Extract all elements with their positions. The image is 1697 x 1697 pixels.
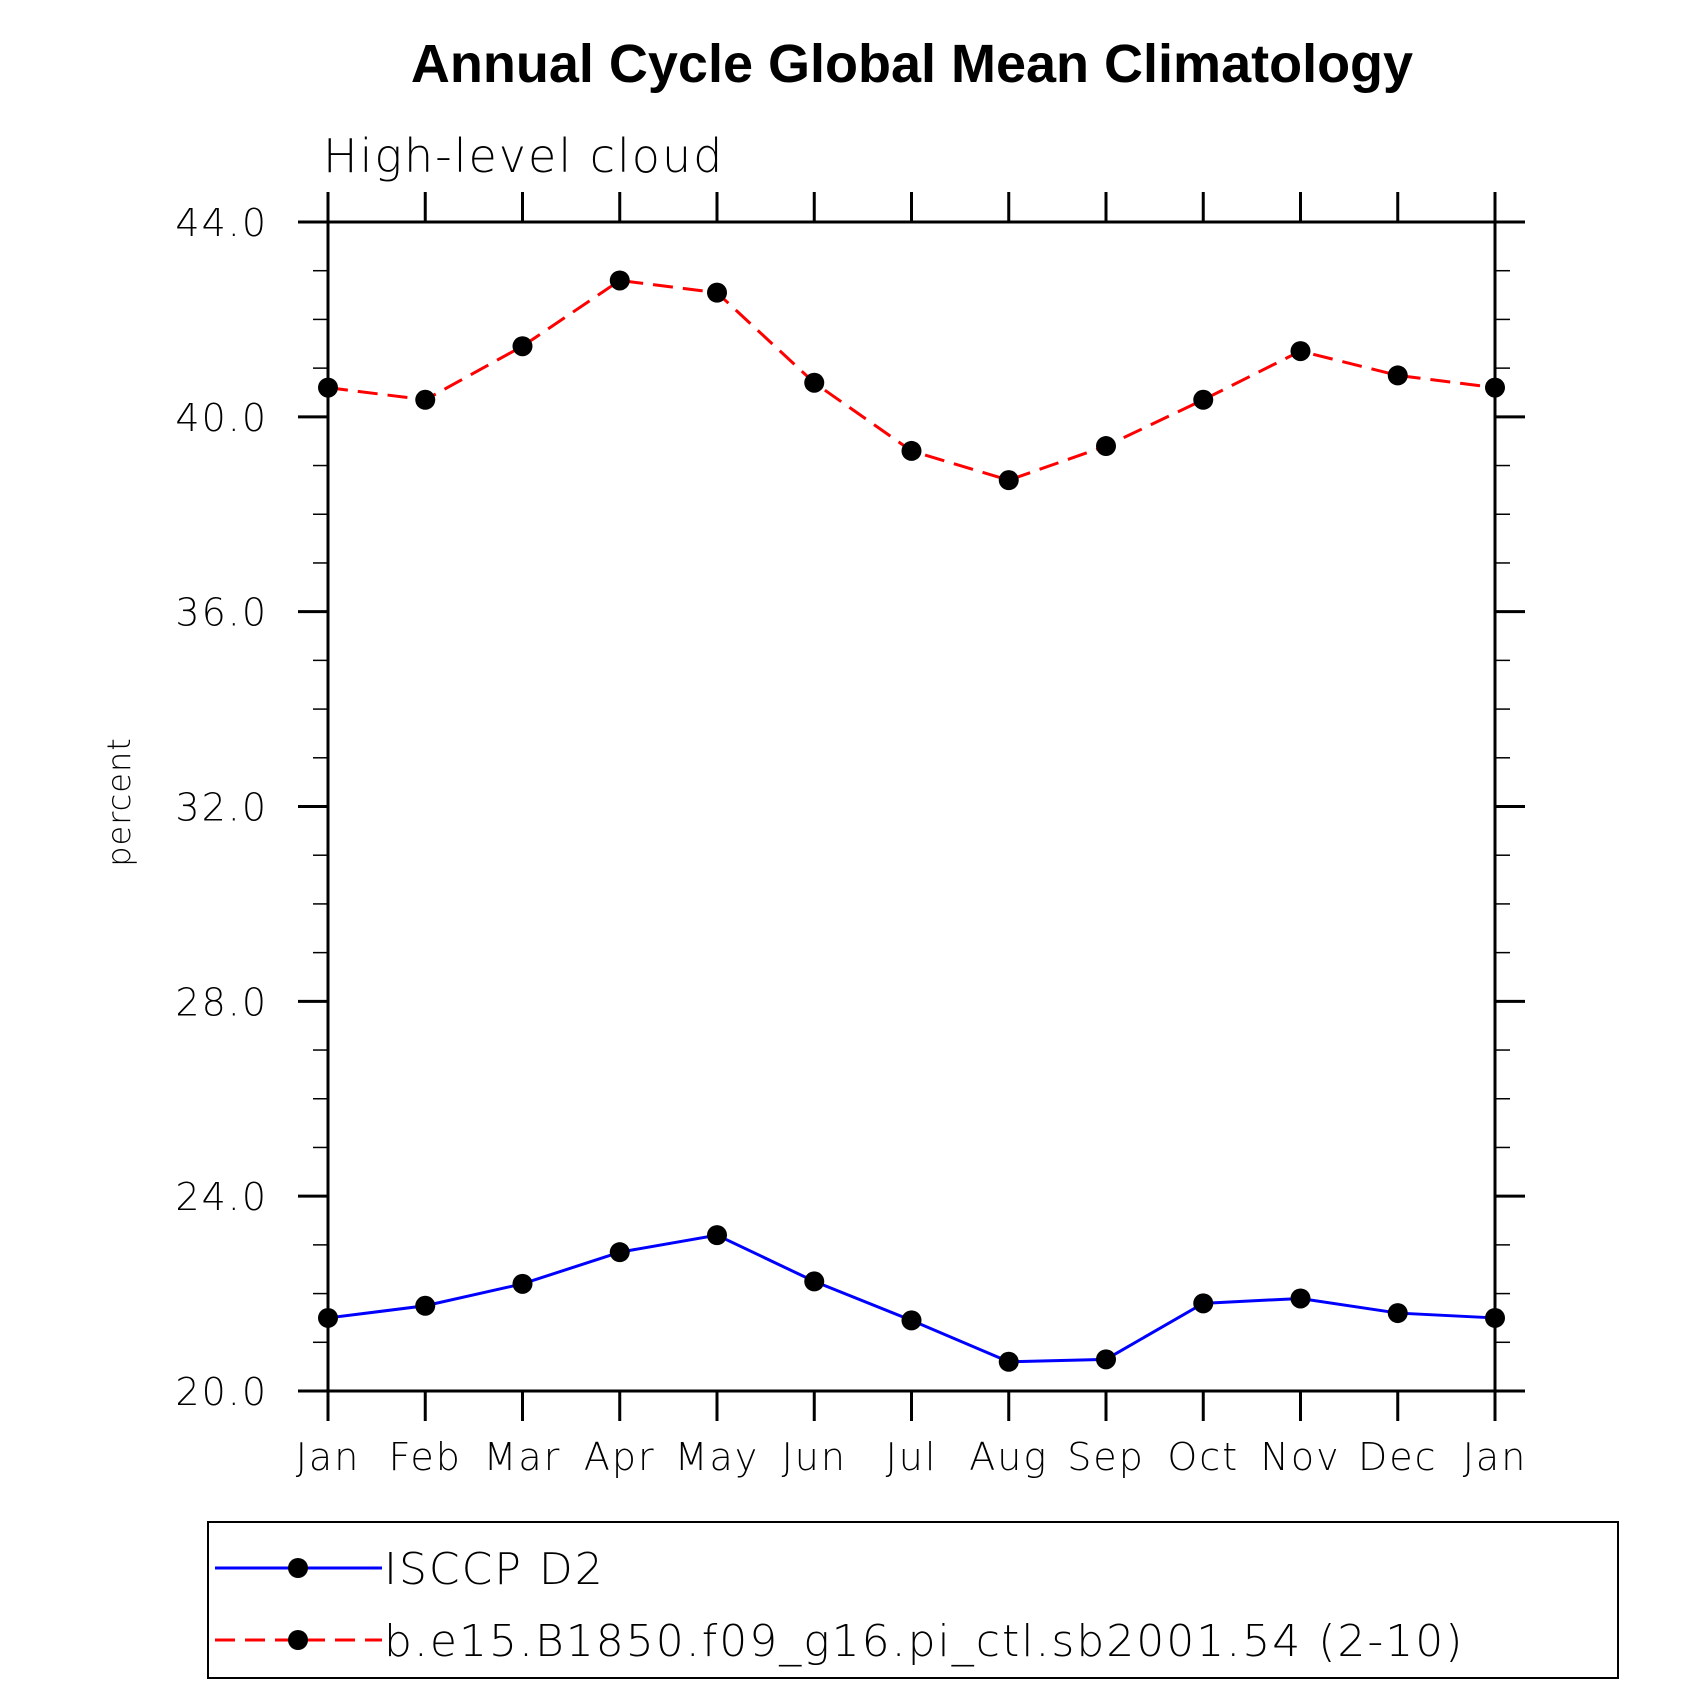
legend-swatch-marker-1: [288, 1630, 308, 1650]
y-tick-label: 36.0: [175, 591, 268, 635]
y-tick-label: 32.0: [175, 786, 268, 830]
data-point-series-0: [512, 1273, 533, 1294]
data-point-series-1: [707, 282, 727, 303]
legend: ISCCP D2 b.e15.B1850.f09_g16.pi_ctl.sb20…: [207, 1521, 1619, 1679]
x-tick-label: Feb: [389, 1435, 462, 1479]
data-point-series-0: [901, 1310, 922, 1331]
x-tick-label: Dec: [1358, 1435, 1438, 1479]
data-point-series-1: [1485, 377, 1505, 398]
data-point-series-1: [609, 270, 630, 291]
x-tick-label: Sep: [1067, 1435, 1145, 1479]
data-point-series-0: [1387, 1303, 1408, 1324]
y-axis-label: percent: [100, 737, 138, 867]
data-point-series-0: [804, 1271, 825, 1292]
data-point-series-0: [707, 1225, 727, 1246]
y-tick-label: 24.0: [175, 1175, 268, 1219]
y-tick-label: 44.0: [175, 201, 268, 245]
x-tick-label: May: [675, 1435, 760, 1479]
x-tick-label: Aug: [969, 1435, 1048, 1479]
data-point-series-0: [1290, 1288, 1311, 1309]
y-tick-label: 40.0: [175, 396, 268, 440]
x-tick-label: Jan: [296, 1435, 361, 1479]
x-tick-label: Nov: [1260, 1435, 1340, 1479]
y-tick-labels: 20.0 24.0 28.0 32.0 36.0 40.0 44.0: [175, 201, 268, 1414]
data-point-series-0: [1193, 1293, 1214, 1314]
data-point-series-1: [318, 377, 338, 398]
data-point-series-1: [415, 389, 436, 410]
chart-title: Annual Cycle Global Mean Climatology: [411, 34, 1413, 94]
legend-label-1: b.e15.B1850.f09_g16.pi_ctl.sb2001.54 (2-…: [384, 1616, 1464, 1667]
x-tick-label: Jul: [886, 1435, 938, 1479]
data-point-series-1: [1096, 436, 1116, 457]
data-point-series-1: [1387, 365, 1408, 386]
data-point-series-0: [609, 1242, 630, 1263]
y-tick-label: 28.0: [175, 980, 268, 1024]
data-point-series-0: [1096, 1349, 1116, 1370]
series-line-0: [327, 1233, 1496, 1364]
data-point-series-0: [318, 1307, 338, 1328]
x-tick-label: Oct: [1167, 1435, 1239, 1479]
chart-subtitle: High-level cloud: [323, 129, 724, 183]
legend-swatch-marker-0: [288, 1558, 308, 1578]
legend-box: [207, 1521, 1619, 1679]
x-tick-labels: Jan Feb Mar Apr May Jun Jul Aug Sep Oct Nov Dec Jan: [296, 1435, 1528, 1479]
data-point-series-0: [415, 1295, 436, 1316]
plot-area-frame: [326, 220, 1497, 1393]
data-point-series-0: [1485, 1307, 1505, 1328]
legend-label-0: ISCCP D2: [384, 1544, 605, 1595]
x-tick-label: Apr: [584, 1435, 656, 1479]
series-layer: [318, 270, 1505, 1372]
data-point-series-1: [512, 336, 533, 357]
data-point-series-1: [901, 440, 922, 461]
x-tick-label: Jun: [782, 1435, 847, 1479]
x-tick-label: Mar: [484, 1435, 562, 1479]
data-point-series-1: [804, 372, 825, 393]
y-tick-label: 20.0: [175, 1370, 268, 1414]
data-point-series-1: [1290, 341, 1311, 362]
axis-ticks: [298, 192, 1525, 1421]
data-point-series-0: [998, 1351, 1019, 1372]
data-point-series-1: [998, 470, 1019, 491]
x-tick-label: Jan: [1463, 1435, 1528, 1479]
data-point-series-1: [1193, 389, 1214, 410]
